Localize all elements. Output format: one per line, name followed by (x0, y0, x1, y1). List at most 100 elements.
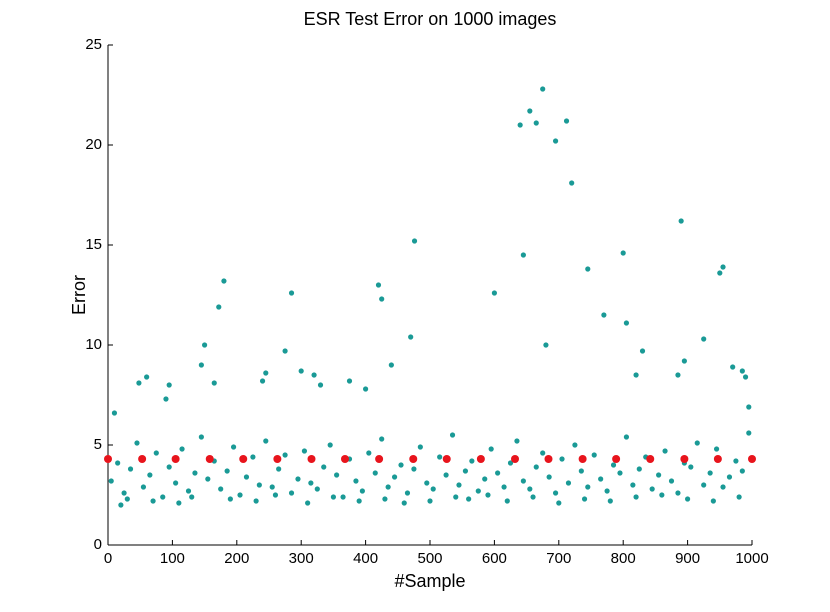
point (720, 484, 726, 490)
point (601, 312, 607, 318)
point (298, 368, 304, 374)
point (317, 382, 324, 388)
point (243, 474, 250, 480)
point (372, 470, 378, 476)
point (656, 472, 662, 478)
x-tick-label: 100 (160, 550, 185, 567)
point (591, 452, 597, 458)
point (263, 370, 269, 376)
point (533, 464, 539, 470)
point (163, 396, 169, 402)
point (382, 496, 388, 502)
point (218, 486, 224, 492)
point (733, 458, 739, 464)
point (417, 444, 423, 450)
point (327, 442, 333, 448)
point (736, 494, 742, 500)
point (127, 466, 134, 472)
mean-point (239, 455, 248, 463)
point (491, 290, 497, 296)
point (391, 474, 398, 480)
point (375, 282, 382, 288)
point (179, 446, 185, 452)
point (610, 462, 617, 468)
point (466, 496, 472, 502)
point (437, 454, 443, 460)
x-tick-label: 200 (224, 550, 249, 567)
point (707, 470, 713, 476)
point (668, 478, 675, 484)
point (633, 494, 639, 500)
point (166, 382, 172, 388)
mean-point (680, 455, 689, 463)
point (507, 460, 514, 466)
mean-point (104, 455, 112, 463)
point (482, 476, 488, 482)
point (456, 482, 462, 488)
point (250, 454, 256, 460)
x-tick-label: 300 (289, 550, 314, 567)
point (620, 250, 626, 256)
point (230, 444, 237, 450)
point (501, 484, 507, 490)
x-tick-label: 0 (104, 550, 112, 567)
point (211, 380, 217, 386)
mean-point (646, 455, 655, 463)
point (356, 498, 362, 504)
point (540, 450, 546, 456)
point (546, 474, 552, 480)
point (121, 490, 127, 496)
point (694, 440, 700, 446)
point (746, 404, 752, 410)
point (662, 448, 668, 454)
point (140, 484, 147, 490)
point (543, 342, 549, 348)
point (253, 498, 259, 504)
point (330, 494, 336, 500)
point (160, 494, 166, 500)
point (514, 438, 520, 444)
point (527, 108, 533, 114)
point (192, 470, 198, 476)
point (675, 372, 681, 378)
point (272, 492, 279, 498)
point (533, 120, 539, 126)
point (701, 336, 707, 342)
point (623, 434, 630, 440)
y-tick-label: 10 (85, 336, 102, 353)
point (504, 498, 510, 504)
point (630, 482, 636, 488)
point (701, 482, 707, 488)
point (366, 450, 372, 456)
point (559, 456, 565, 462)
mean-point (442, 455, 451, 463)
point (115, 460, 121, 466)
point (269, 484, 275, 490)
point (314, 486, 320, 492)
point (124, 496, 130, 502)
point (282, 348, 288, 354)
mean-point (612, 455, 621, 463)
y-axis-label: Error (69, 275, 89, 315)
point (404, 490, 411, 496)
point (334, 472, 340, 478)
mean-point (375, 455, 384, 463)
x-tick-label: 900 (675, 550, 700, 567)
point (224, 468, 230, 474)
x-axis-label: #Sample (394, 571, 465, 591)
point (710, 498, 716, 504)
point (424, 480, 430, 486)
mean-point (476, 455, 485, 463)
mean-point (409, 455, 418, 463)
point (136, 380, 142, 386)
point (185, 488, 192, 494)
point (305, 500, 311, 506)
y-tick-label: 25 (85, 36, 102, 53)
point (517, 122, 523, 128)
point (346, 378, 353, 384)
point (221, 278, 227, 284)
point (746, 430, 752, 436)
point (739, 468, 745, 474)
point (111, 410, 118, 416)
